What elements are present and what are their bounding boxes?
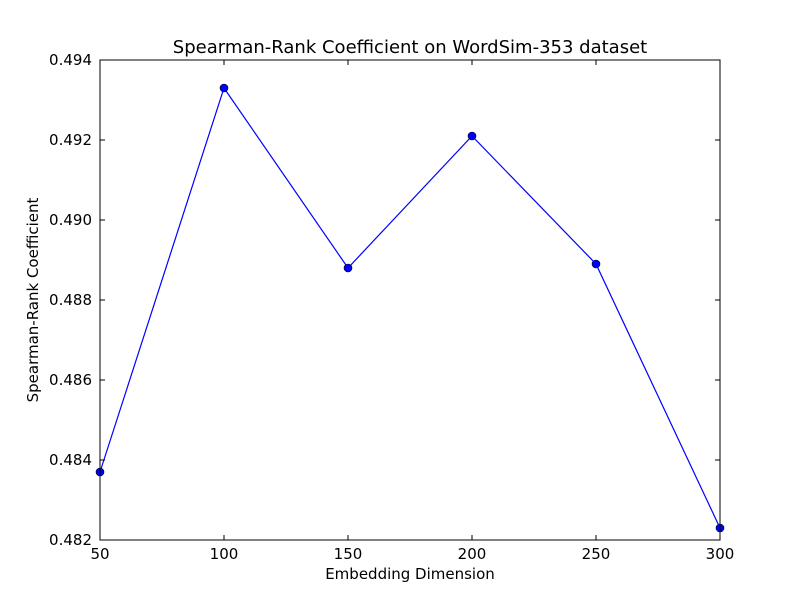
series-line — [99, 86, 721, 529]
x-tick-label: 100 — [210, 545, 239, 563]
data-point — [591, 259, 601, 269]
y-axis-ticks: 0.482 0.484 0.486 0.488 0.490 0.492 0.494 — [49, 51, 720, 549]
y-tick-label: 0.492 — [49, 131, 92, 149]
x-tick-label: 150 — [334, 545, 363, 563]
x-tick-label: 50 — [90, 545, 109, 563]
chart-title: Spearman-Rank Coefficient on WordSim-353… — [173, 37, 647, 58]
y-tick-label: 0.482 — [49, 531, 92, 549]
data-point — [343, 263, 353, 273]
y-axis-label: Spearman-Rank Coefficient — [24, 198, 42, 403]
y-tick-label: 0.490 — [49, 211, 92, 229]
y-tick-label: 0.484 — [49, 451, 92, 469]
y-tick-label: 0.488 — [49, 291, 92, 309]
data-point — [219, 83, 229, 93]
x-axis-label: Embedding Dimension — [325, 565, 495, 583]
series-layer — [95, 83, 725, 533]
data-point — [467, 131, 477, 141]
x-tick-label: 300 — [706, 545, 735, 563]
y-tick-label: 0.494 — [49, 51, 92, 69]
x-tick-label: 200 — [458, 545, 487, 563]
x-tick-label: 250 — [582, 545, 611, 563]
axes-frame — [99, 59, 721, 541]
y-tick-label: 0.486 — [49, 371, 92, 389]
x-axis-ticks: 50 100 150 200 250 300 — [90, 60, 734, 563]
